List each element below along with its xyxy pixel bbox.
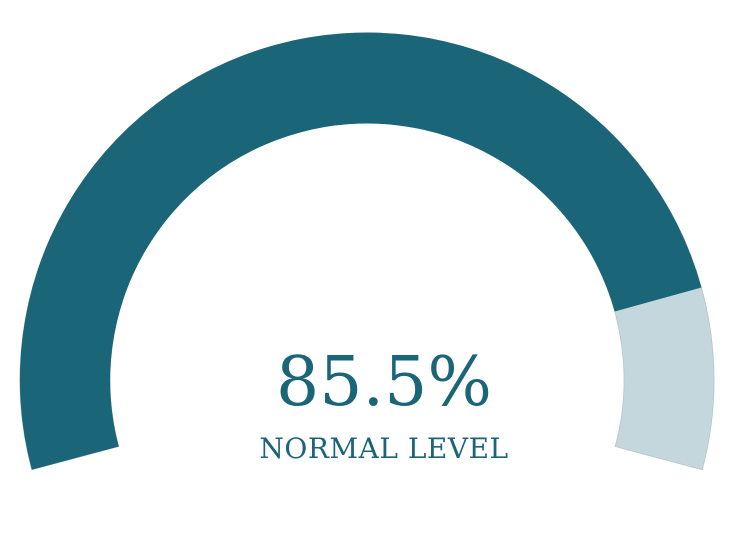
- gauge-value-arc: [19, 32, 702, 470]
- gauge-label-text: NORMAL LEVEL: [259, 432, 508, 465]
- gauge-value-text: 85.5%: [276, 343, 492, 422]
